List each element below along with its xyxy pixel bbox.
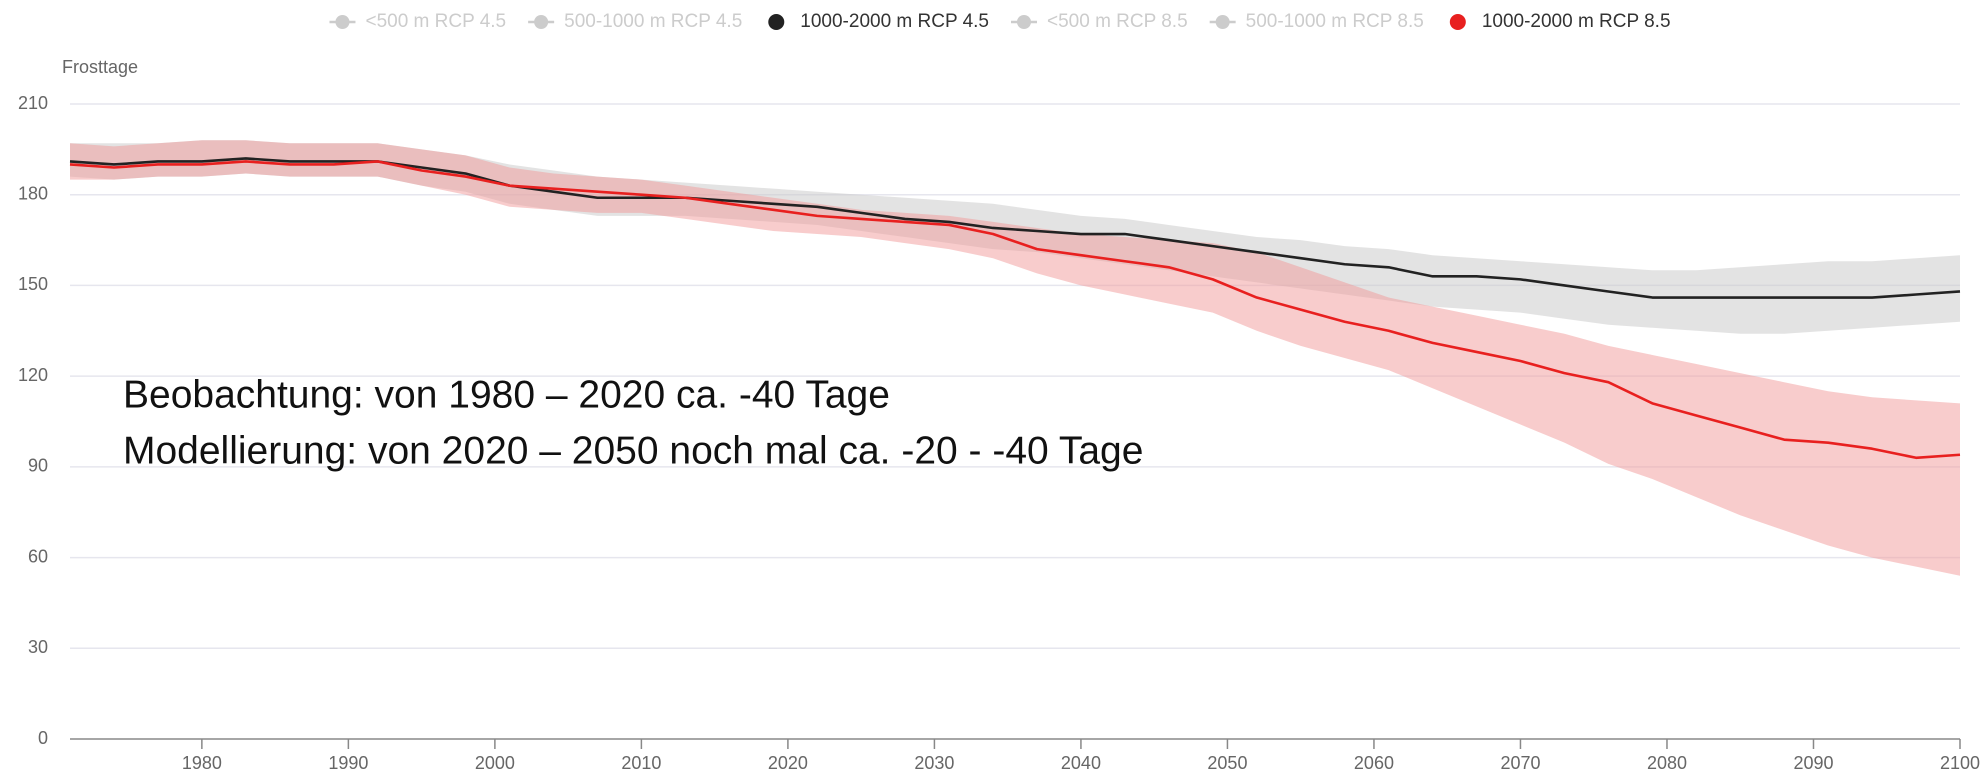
x-tick-label: 2020 bbox=[768, 753, 808, 773]
x-tick-label: 2060 bbox=[1354, 753, 1394, 773]
legend-symbol bbox=[1215, 15, 1230, 29]
y-tick-label: 150 bbox=[18, 274, 48, 294]
x-tick-label: 2070 bbox=[1500, 753, 1540, 773]
x-tick-label: 2050 bbox=[1207, 753, 1247, 773]
legend-item[interactable]: 1000-2000 m RCP 4.5 bbox=[768, 11, 989, 32]
legend-symbol bbox=[768, 14, 785, 30]
y-tick-label: 210 bbox=[18, 93, 48, 113]
legend-symbol bbox=[534, 15, 549, 29]
x-tick-label: 1990 bbox=[328, 753, 368, 773]
legend-label: 500-1000 m RCP 8.5 bbox=[1246, 11, 1424, 32]
legend-label: <500 m RCP 8.5 bbox=[1047, 11, 1188, 32]
y-tick-label: 30 bbox=[28, 637, 48, 657]
annotation: Beobachtung: von 1980 – 2020 ca. -40 Tag… bbox=[123, 373, 890, 416]
legend-item[interactable]: <500 m RCP 4.5 bbox=[329, 11, 506, 32]
x-tick-label: 2100 bbox=[1940, 753, 1980, 773]
legend-label: 1000-2000 m RCP 8.5 bbox=[1482, 11, 1671, 32]
x-tick-label: 2030 bbox=[914, 753, 954, 773]
range-band bbox=[70, 140, 1960, 576]
legend-item[interactable]: <500 m RCP 8.5 bbox=[1011, 11, 1188, 32]
legend-label: 1000-2000 m RCP 4.5 bbox=[800, 11, 989, 32]
y-tick-label: 90 bbox=[28, 456, 48, 476]
x-tick-label: 1980 bbox=[182, 753, 222, 773]
x-tick-label: 2090 bbox=[1793, 753, 1833, 773]
x-tick-label: 2010 bbox=[621, 753, 661, 773]
x-tick-label: 2000 bbox=[475, 753, 515, 773]
y-tick-label: 180 bbox=[18, 183, 48, 203]
y-axis-label: Frosttage bbox=[62, 57, 138, 77]
legend-label: 500-1000 m RCP 4.5 bbox=[564, 11, 742, 32]
legend-item[interactable]: 500-1000 m RCP 4.5 bbox=[528, 11, 742, 32]
legend-label: <500 m RCP 4.5 bbox=[365, 11, 506, 32]
legend-item[interactable]: 500-1000 m RCP 8.5 bbox=[1209, 11, 1424, 32]
legend-symbol bbox=[1449, 14, 1466, 30]
y-tick-label: 0 bbox=[38, 728, 48, 748]
series-line bbox=[69, 160, 1961, 460]
legend-item[interactable]: 1000-2000 m RCP 8.5 bbox=[1449, 11, 1671, 32]
y-tick-label: 120 bbox=[18, 365, 48, 385]
legend-symbol bbox=[335, 15, 350, 29]
x-tick-label: 2080 bbox=[1647, 753, 1687, 773]
annotation: Modellierung: von 2020 – 2050 noch mal c… bbox=[123, 429, 1143, 472]
legend-symbol bbox=[1017, 15, 1031, 29]
x-tick-label: 2040 bbox=[1061, 753, 1101, 773]
legend: <500 m RCP 4.5 500-1000 m RCP 4.5 1000-200… bbox=[329, 11, 1671, 32]
y-tick-label: 60 bbox=[28, 546, 48, 566]
